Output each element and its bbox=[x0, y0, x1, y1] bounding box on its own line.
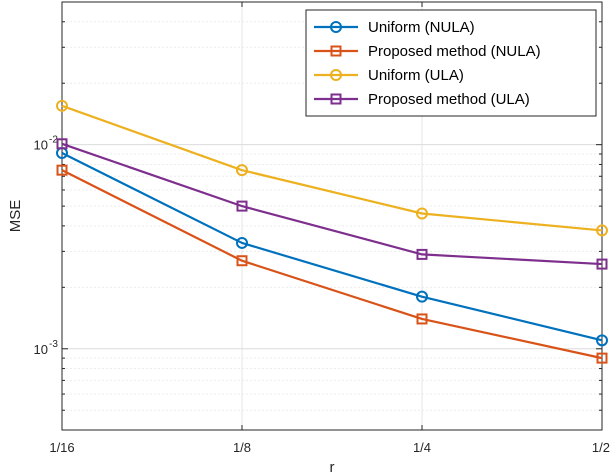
data-point-marker bbox=[596, 224, 608, 237]
legend-marker bbox=[330, 45, 342, 57]
legend-marker bbox=[330, 93, 342, 105]
series-uniform-nula- bbox=[56, 147, 608, 347]
series-line bbox=[61, 104, 603, 232]
legend-label: Uniform (NULA) bbox=[368, 19, 475, 36]
plot-frame bbox=[61, 1, 603, 431]
legend-label: Proposed method (NULA) bbox=[368, 43, 541, 60]
x-tick-labels: 1/16 1/8 1/4 1/2 bbox=[49, 440, 610, 455]
data-point-marker bbox=[236, 200, 248, 212]
x-axis-label: r bbox=[330, 459, 335, 476]
data-point-marker bbox=[236, 164, 248, 177]
series-line bbox=[61, 152, 603, 342]
legend-item: Uniform (ULA) bbox=[314, 67, 464, 84]
y-tick-labels: 10-310-2 bbox=[34, 135, 59, 357]
legend-label: Proposed method (ULA) bbox=[368, 91, 530, 108]
y-tick-label-exponent: -3 bbox=[49, 339, 58, 350]
series-proposed-method-nula- bbox=[56, 164, 608, 364]
data-point-marker bbox=[416, 207, 428, 220]
legend-item: Uniform (NULA) bbox=[314, 19, 475, 36]
data-point-marker bbox=[56, 138, 68, 150]
legend-marker bbox=[330, 69, 342, 81]
legend-marker bbox=[330, 21, 342, 33]
series-line bbox=[61, 142, 603, 266]
x-tick-label: 1/8 bbox=[233, 440, 251, 455]
data-point-marker bbox=[56, 99, 68, 112]
series-uniform-ula- bbox=[56, 99, 608, 237]
y-tick-label-exponent: -2 bbox=[49, 135, 58, 146]
series-layer bbox=[56, 99, 608, 364]
data-point-marker bbox=[596, 258, 608, 270]
legend: Uniform (NULA) Proposed method (NULA) Unif… bbox=[305, 9, 597, 117]
axes bbox=[61, 1, 603, 431]
legend-item: Proposed method (ULA) bbox=[314, 91, 530, 108]
series-line bbox=[61, 169, 603, 360]
data-point-marker bbox=[236, 236, 248, 249]
x-tick-label: 1/2 bbox=[592, 440, 610, 455]
data-point-marker bbox=[596, 352, 608, 364]
data-point-marker bbox=[596, 334, 608, 347]
series-proposed-method-ula- bbox=[56, 138, 608, 270]
data-point-marker bbox=[56, 164, 68, 176]
data-point-marker bbox=[416, 290, 428, 303]
legend-item: Proposed method (NULA) bbox=[314, 43, 541, 60]
data-point-marker bbox=[416, 248, 428, 260]
x-tick-label: 1/4 bbox=[413, 440, 431, 455]
data-point-marker bbox=[416, 313, 428, 325]
y-tick-label: 10 bbox=[34, 138, 48, 153]
legend-label: Uniform (ULA) bbox=[368, 67, 464, 84]
y-tick-label: 10 bbox=[34, 342, 48, 357]
ticks bbox=[61, 1, 603, 431]
data-point-marker bbox=[236, 255, 248, 267]
x-tick-label: 1/16 bbox=[49, 440, 74, 455]
y-axis-label: MSE bbox=[7, 200, 24, 233]
